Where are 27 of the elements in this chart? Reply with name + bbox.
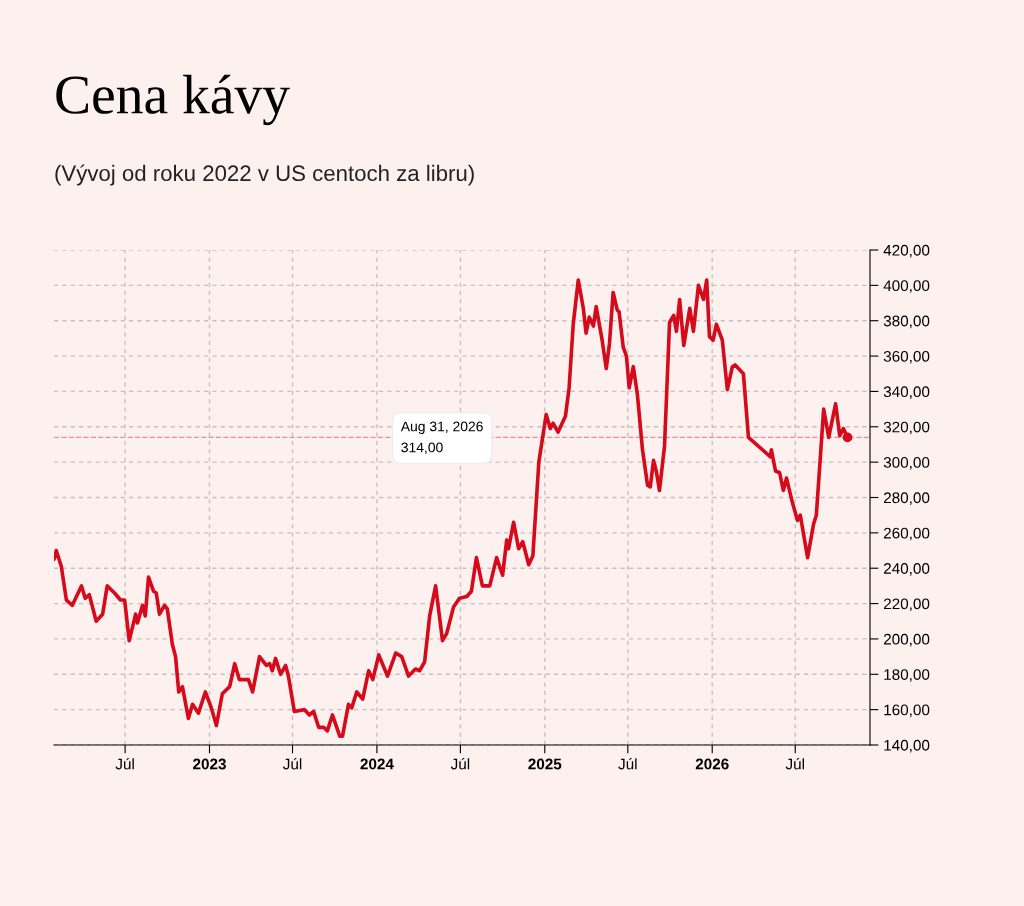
y-tick-label: 140,00 [884, 739, 930, 753]
y-tick-label: 380,00 [883, 315, 930, 329]
x-tick-label: 2024 [360, 758, 394, 770]
x-tick-label: Júl [785, 758, 804, 770]
annotation: Aug 31, 2026 314,00 [400, 421, 483, 454]
y-tick-label: 180,00 [884, 669, 930, 682]
chart-subtitle: (Vývoj od roku 2022 v US centoch za libru) [55, 164, 474, 186]
y-tick-label: 360,00 [883, 350, 930, 364]
chart-title: Cena kávy [56, 74, 290, 126]
y-tick-label: 260,00 [883, 527, 930, 541]
x-tick-label: Júl [115, 758, 134, 770]
x-tick-label: Júl [282, 758, 302, 770]
x-tick-label: 2023 [193, 758, 226, 770]
y-tick-label: 300,00 [883, 457, 930, 470]
x-tick-label: Júl [618, 758, 637, 770]
y-tick-label: 160,00 [884, 704, 930, 718]
y-tick-label: 240,00 [883, 563, 930, 576]
y-tick-label: 280,00 [883, 492, 930, 505]
y-tick-label: 400,00 [883, 280, 930, 293]
x-tick-label: Júl [450, 758, 470, 770]
y-tick-label: 420,00 [883, 244, 930, 258]
y-tick-label: 320,00 [883, 421, 930, 435]
x-tick-label: 2025 [528, 758, 562, 770]
y-tick-label: 340,00 [883, 386, 930, 399]
y-tick-label: 220,00 [883, 598, 930, 612]
y-tick-label: 200,00 [883, 633, 930, 647]
x-tick-label: 2026 [695, 758, 729, 770]
